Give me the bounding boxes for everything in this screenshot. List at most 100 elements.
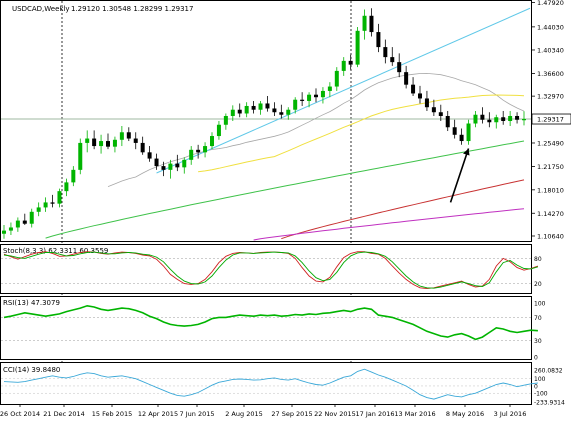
candle-body (467, 124, 471, 142)
candle-body (383, 47, 387, 57)
candle-body (460, 135, 464, 141)
candle-body (494, 117, 498, 122)
rsi-tick-label: 0 (534, 355, 538, 362)
candle-body (182, 160, 186, 168)
x-tick-label: 21 Dec 2014 (43, 410, 85, 418)
candle-body (224, 116, 228, 125)
y-tick-label: 1.47920 (537, 0, 564, 7)
candle-body (210, 136, 214, 146)
candle-body (92, 139, 96, 147)
candle-body (252, 106, 256, 110)
candle-body (439, 112, 443, 116)
cci-tick-label: 100 (534, 376, 546, 383)
cci-tick-label: 260.0832 (534, 368, 563, 375)
main-chart-title: USDCAD,Weekly (12, 5, 70, 13)
candle (356, 27, 360, 67)
candle-body (23, 221, 27, 224)
candle-body (134, 139, 138, 143)
stoch-title: Stoch(8,3,3) 62.3311 60.3559 (3, 247, 108, 255)
candle-body (286, 110, 290, 115)
x-tick-label: 26 Oct 2014 (0, 410, 40, 418)
candle-body (189, 150, 193, 160)
candle-body (37, 207, 41, 211)
candle-body (113, 140, 117, 147)
candle-body (168, 164, 172, 170)
y-tick-label: 1.14270 (537, 210, 564, 218)
candle-body (2, 231, 6, 234)
candle-body (328, 87, 332, 91)
candle-body (44, 202, 48, 207)
candle-body (342, 61, 346, 71)
y-tick-label: 1.44030 (537, 23, 564, 31)
candle-body (411, 85, 415, 94)
y-tick-label: 1.32970 (537, 93, 564, 101)
candle-body (390, 57, 394, 62)
candle-body (293, 100, 297, 110)
candle-body (404, 72, 408, 85)
candle-body (30, 212, 34, 224)
candle (78, 139, 82, 175)
rsi-tick-label: 70 (534, 315, 542, 322)
candle-body (245, 106, 249, 114)
stoch-tick-label: 80 (534, 256, 542, 263)
candle-body (508, 116, 512, 121)
candle-body (203, 146, 207, 152)
candle-body (196, 150, 200, 153)
cci-tick-label: 0 (534, 383, 538, 390)
rsi-tick-label: 30 (534, 338, 542, 345)
y-tick-label: 1.36600 (537, 70, 564, 78)
rsi-tick-label: 100 (534, 301, 546, 308)
x-tick-label: 13 Mar 2016 (394, 410, 435, 418)
candle-body (376, 32, 380, 47)
candle-body (148, 152, 152, 158)
x-tick-label: 15 Feb 2015 (92, 410, 132, 418)
candle-body (369, 16, 373, 32)
x-tick-label: 22 Nov 2015 (314, 410, 356, 418)
candle-body (480, 115, 484, 120)
x-tick-label: 12 Apr 2015 (138, 410, 178, 418)
candle-body (259, 103, 263, 109)
candle-body (300, 100, 304, 101)
candle-body (16, 221, 20, 228)
candle-body (217, 125, 221, 136)
y-tick-label: 1.29317 (537, 116, 564, 124)
candle-body (515, 116, 519, 120)
candle-body (314, 95, 318, 98)
y-tick-label: 1.25490 (537, 139, 564, 147)
stoch-tick-label: 20 (534, 281, 542, 288)
candle-body (127, 132, 131, 138)
candle-body (231, 110, 235, 116)
candle-body (9, 227, 13, 230)
y-tick-label: 1.21750 (537, 163, 564, 171)
candle-body (356, 31, 360, 65)
candle-body (453, 127, 457, 135)
candle-body (321, 91, 325, 97)
x-tick-label: 17 Jan 2016 (356, 410, 395, 418)
candle-body (141, 143, 145, 152)
cci-tick-label: -233.9314 (534, 400, 565, 407)
candle-body (71, 170, 75, 183)
candle-body (501, 117, 505, 121)
candle-body (335, 71, 339, 87)
rsi-title: RSI(13) 47.3079 (3, 299, 60, 307)
candle-body (473, 115, 477, 124)
candle-body (349, 61, 353, 65)
candle-body (522, 119, 526, 120)
candle-body (161, 166, 165, 170)
x-tick-label: 7 Jun 2015 (180, 410, 215, 418)
rsi-panel: RSI(13) 47.3079 100 70 30 0 (1, 297, 546, 362)
candle-body (487, 120, 491, 123)
candle-body (363, 16, 367, 31)
candle-body (106, 141, 110, 147)
main-chart-ohlc: 1.29120 1.30548 1.28299 1.29317 (71, 5, 193, 13)
candle-body (175, 164, 179, 168)
y-tick-label: 1.10640 (537, 232, 564, 240)
candle-body (307, 95, 311, 101)
candle-body (265, 103, 269, 108)
x-tick-label: 8 May 2016 (446, 410, 484, 418)
cci-title: CCI(14) 39.8480 (3, 366, 60, 374)
candle-body (425, 98, 429, 107)
cci-tick-label: -100 (534, 391, 548, 398)
